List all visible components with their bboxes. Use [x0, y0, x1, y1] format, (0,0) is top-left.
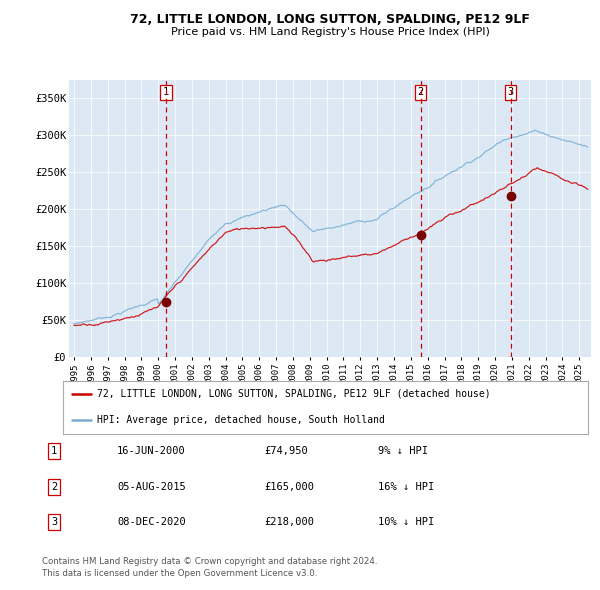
- Text: 05-AUG-2015: 05-AUG-2015: [117, 482, 186, 491]
- Text: 9% ↓ HPI: 9% ↓ HPI: [378, 447, 428, 456]
- Text: 1: 1: [163, 87, 169, 97]
- Text: 16-JUN-2000: 16-JUN-2000: [117, 447, 186, 456]
- Text: £218,000: £218,000: [264, 517, 314, 527]
- Text: 2: 2: [418, 87, 424, 97]
- Text: 3: 3: [508, 87, 514, 97]
- Text: Price paid vs. HM Land Registry's House Price Index (HPI): Price paid vs. HM Land Registry's House …: [170, 27, 490, 37]
- Text: HPI: Average price, detached house, South Holland: HPI: Average price, detached house, Sout…: [97, 415, 385, 425]
- Text: 72, LITTLE LONDON, LONG SUTTON, SPALDING, PE12 9LF: 72, LITTLE LONDON, LONG SUTTON, SPALDING…: [130, 13, 530, 26]
- Text: £165,000: £165,000: [264, 482, 314, 491]
- Text: 10% ↓ HPI: 10% ↓ HPI: [378, 517, 434, 527]
- Text: Contains HM Land Registry data © Crown copyright and database right 2024.: Contains HM Land Registry data © Crown c…: [42, 557, 377, 566]
- Text: 3: 3: [51, 517, 57, 527]
- Text: 16% ↓ HPI: 16% ↓ HPI: [378, 482, 434, 491]
- Text: This data is licensed under the Open Government Licence v3.0.: This data is licensed under the Open Gov…: [42, 569, 317, 578]
- Text: 2: 2: [51, 482, 57, 491]
- Text: 72, LITTLE LONDON, LONG SUTTON, SPALDING, PE12 9LF (detached house): 72, LITTLE LONDON, LONG SUTTON, SPALDING…: [97, 389, 491, 399]
- Text: £74,950: £74,950: [264, 447, 308, 456]
- Text: 1: 1: [51, 447, 57, 456]
- Text: 08-DEC-2020: 08-DEC-2020: [117, 517, 186, 527]
